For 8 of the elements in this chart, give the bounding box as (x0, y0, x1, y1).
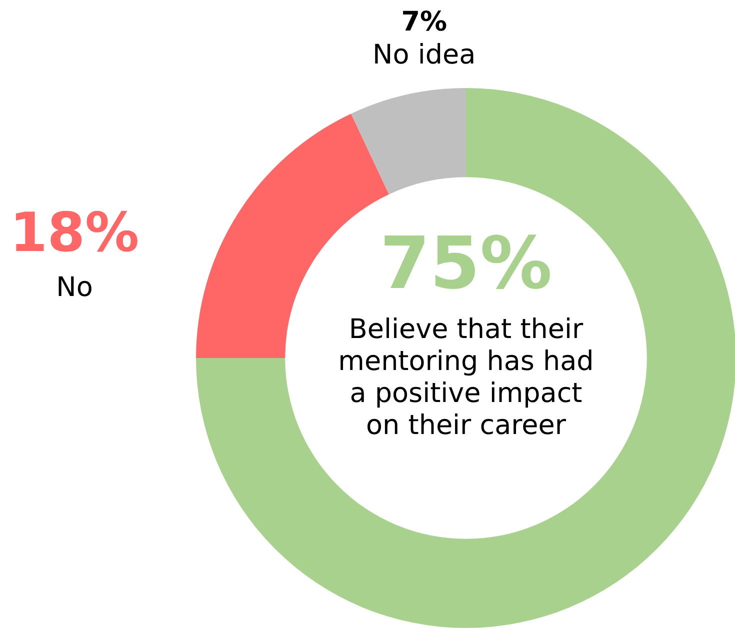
data-label: 75% (380, 221, 552, 305)
data-label: 7% (401, 6, 448, 38)
slice-label: Believe that their mentoring has had a positive impact on their career (338, 314, 594, 441)
data-label: 18% (10, 200, 140, 264)
donut-slice (351, 88, 466, 194)
slice-label: No idea (372, 40, 476, 71)
slice-label: No (56, 272, 93, 303)
donut-slice (196, 88, 735, 628)
